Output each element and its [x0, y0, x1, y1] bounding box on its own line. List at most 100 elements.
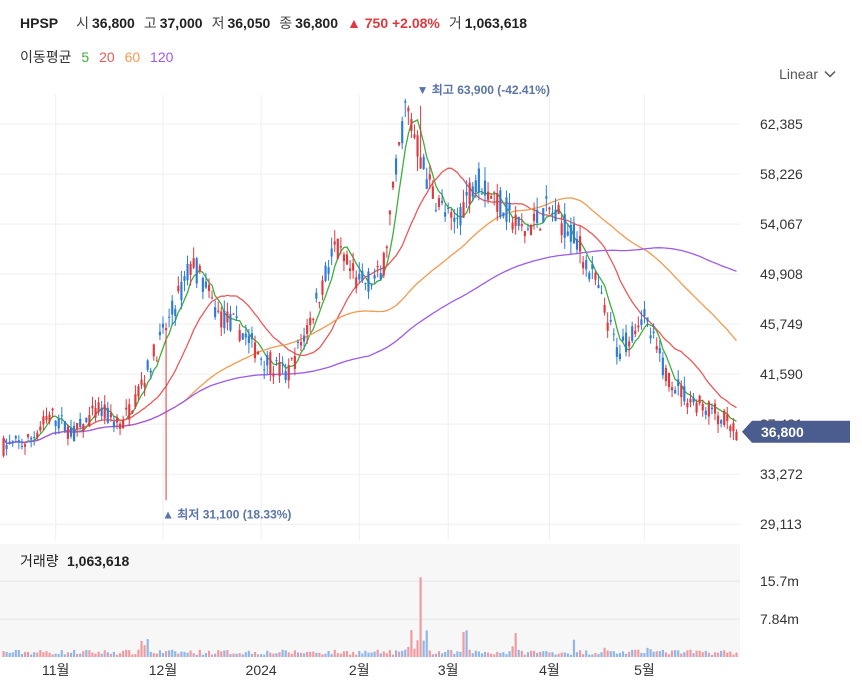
time-tick-label: 5월	[634, 662, 655, 678]
candlesticks	[2, 98, 738, 501]
last-price-label: 36,800	[761, 424, 804, 440]
volume-bar	[536, 652, 539, 657]
candle-body	[146, 360, 149, 370]
candle-body	[290, 357, 293, 359]
volume-bar	[115, 654, 119, 657]
candle-body	[229, 313, 232, 331]
ma-60-line	[2, 197, 737, 445]
candle-body	[459, 207, 462, 226]
volume-bar	[716, 652, 720, 657]
candle-body	[287, 365, 290, 381]
price-header: HPSP 시 36,800 고 37,000 저 36,050 종 36,800…	[20, 12, 536, 34]
volume-bar	[554, 654, 557, 657]
candle-body	[302, 335, 306, 342]
candle-body	[204, 281, 208, 288]
volume-bar	[8, 652, 11, 657]
candle-body	[122, 419, 125, 429]
candle-body	[563, 214, 566, 238]
candle-body	[112, 421, 116, 428]
volume-bar	[624, 653, 628, 657]
candle-body	[391, 182, 395, 188]
volume-bar	[483, 651, 487, 657]
volume-bar	[560, 652, 563, 657]
candle-body	[321, 280, 324, 295]
candle-body	[195, 258, 198, 284]
candle-body	[103, 404, 106, 419]
volume-bar	[529, 650, 533, 657]
volume-bar	[330, 654, 333, 657]
candle-body	[358, 273, 361, 280]
volume-bar	[486, 652, 490, 657]
candle-body	[609, 320, 612, 322]
volume-bar	[217, 650, 220, 657]
ma-20-label[interactable]: 20	[99, 49, 115, 65]
candle-body	[649, 335, 652, 339]
volume-bar	[523, 654, 526, 657]
ma-5-label[interactable]: 5	[81, 49, 90, 65]
volume-bar	[367, 652, 370, 657]
candle-body	[628, 341, 631, 347]
candle-body	[88, 415, 91, 427]
candle-body	[198, 265, 201, 272]
volume-bar	[100, 653, 103, 657]
volume-bar	[637, 649, 640, 657]
volume-bar	[152, 653, 155, 657]
candle-body	[404, 101, 407, 103]
volume-bar	[315, 652, 318, 657]
volume-bar	[480, 653, 484, 657]
volume-bar	[125, 649, 128, 657]
candle-body	[444, 212, 447, 217]
volume-bar	[42, 652, 45, 657]
volume-bar	[140, 640, 143, 657]
volume-bar	[373, 651, 376, 657]
candle-body	[658, 347, 661, 354]
volume-bar	[447, 649, 450, 657]
volume-bar	[456, 651, 459, 657]
close-label: 종	[279, 15, 293, 31]
volume-tick-label: 7.84m	[760, 611, 799, 627]
candle-body	[131, 410, 134, 413]
candle-body	[643, 309, 646, 316]
candle-body	[256, 351, 260, 355]
candle-body	[361, 270, 364, 281]
volume-bar	[312, 651, 315, 657]
candle-body	[342, 254, 346, 262]
candle-body	[615, 347, 618, 357]
volume-bar	[664, 652, 668, 657]
candle-body	[158, 331, 162, 336]
volume-bar	[591, 654, 594, 657]
candle-body	[388, 210, 392, 215]
candle-body	[523, 231, 526, 237]
candle-body	[82, 423, 85, 432]
volume-bar	[161, 653, 165, 657]
candle-body	[692, 397, 695, 403]
volume-bar	[214, 653, 217, 657]
candle-body	[306, 325, 309, 334]
price-tick-label: 62,385	[760, 116, 803, 132]
volume-bar	[88, 650, 91, 657]
volume-bar	[496, 651, 499, 657]
candle-body	[312, 318, 315, 321]
volume-bar	[422, 640, 425, 657]
volume-bar	[416, 640, 419, 657]
scale-select[interactable]: Linear	[779, 66, 836, 82]
ma-60-label[interactable]: 60	[124, 49, 141, 65]
candle-body	[143, 382, 146, 387]
volume-bar	[263, 654, 266, 657]
candle-body	[51, 408, 54, 411]
volume-bar	[726, 652, 729, 657]
volume-bar	[667, 654, 671, 657]
volume-bar	[229, 654, 232, 657]
volume-panel-value: 1,063,618	[67, 553, 129, 569]
ma-120-label[interactable]: 120	[150, 49, 174, 65]
candle-body	[447, 208, 450, 210]
candle-body	[189, 263, 192, 275]
candle-body	[72, 426, 76, 442]
volume-bar	[692, 653, 695, 657]
candle-body	[683, 386, 686, 402]
volume-bar	[649, 649, 652, 657]
candle-body	[483, 180, 487, 196]
ma-5-line	[2, 118, 737, 445]
moving-average-legend: 이동평균 5 20 60 120	[20, 47, 179, 67]
